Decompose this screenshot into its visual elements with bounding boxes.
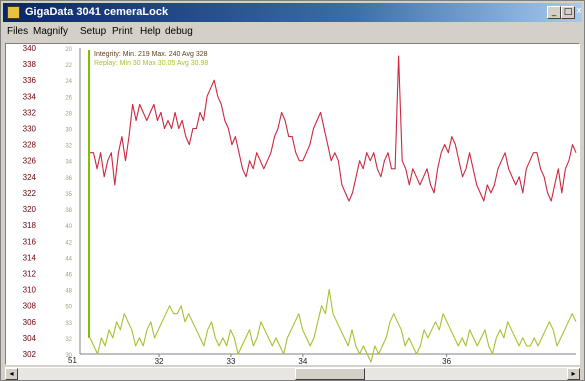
y-tick-label: 338: [23, 60, 37, 69]
window-title: GigaData 3041 cemeraLock: [25, 6, 169, 18]
y-inner-tick-label: 30: [65, 353, 72, 359]
menu-help[interactable]: Help: [140, 26, 161, 37]
legend-entry-replay: Replay: Min 30 Max 30.05 Avg 30.98: [94, 60, 208, 67]
y-tick-label: 318: [23, 221, 37, 230]
y-tick-label: 312: [23, 269, 37, 278]
app-icon[interactable]: [7, 6, 20, 19]
y-inner-tick-label: 28: [65, 111, 72, 117]
arrow-right-icon: ▸: [571, 369, 576, 378]
x-axis: 51 32 33 34 36: [68, 354, 452, 364]
y-inner-tick-label: 34: [65, 160, 72, 166]
x-tick-label: 32: [155, 357, 164, 364]
series-layer: [89, 55, 577, 363]
horizontal-scrollbar[interactable]: ◂ ▸: [5, 367, 580, 380]
y-tick-label: 322: [23, 189, 37, 198]
scroll-thumb[interactable]: [295, 368, 365, 380]
x-start-label: 51: [68, 356, 77, 364]
maximize-button[interactable]: □: [561, 6, 575, 19]
menu-debug[interactable]: debug: [165, 26, 193, 37]
y-tick-label: 334: [23, 92, 37, 101]
y-inner-tick-label: 30: [65, 128, 72, 134]
y-tick-label: 308: [23, 302, 37, 311]
y-tick-label: 332: [23, 108, 37, 117]
y-inner-tick-label: 32: [65, 144, 72, 150]
menu-magnify[interactable]: Magnify: [33, 26, 69, 37]
y-inner-tick-label: 32: [65, 337, 72, 343]
y-inner-tick-label: 33: [65, 321, 72, 327]
y-inner-tick-label: 22: [65, 63, 72, 69]
y-tick-label: 324: [23, 173, 37, 182]
menu-files[interactable]: Files: [7, 26, 29, 37]
y-axis-left: 302 304 306 308 310 312 314 316 318 320 322 324 326 3…: [23, 44, 37, 359]
y-inner-tick-label: 50: [65, 305, 72, 311]
y-tick-label: 310: [23, 286, 37, 295]
y-tick-label: 316: [23, 237, 37, 246]
y-inner-tick-label: 20: [65, 47, 72, 53]
series-line-integrity: [90, 55, 577, 202]
x-tick-label: 34: [298, 357, 307, 364]
y-inner-tick-label: 36: [65, 176, 72, 182]
y-inner-tick-label: 44: [65, 256, 72, 262]
close-button[interactable]: x: [576, 6, 582, 16]
title-bar[interactable]: GigaData 3041 cemeraLock _ □ x: [3, 3, 582, 22]
y-inner-tick-label: 38: [65, 208, 72, 214]
y-tick-label: 330: [23, 125, 37, 134]
y-inner-tick-label: 46: [65, 272, 72, 278]
y-inner-tick-label: 35: [65, 192, 72, 198]
y-tick-label: 302: [23, 350, 37, 359]
x-tick-label: 33: [227, 357, 236, 364]
y-inner-tick-label: 26: [65, 95, 72, 101]
y-tick-label: 306: [23, 318, 37, 327]
series-line-replay: [89, 289, 577, 363]
legend-entry-integrity: Integrity: Min. 219 Max. 240 Avg 328: [94, 51, 208, 58]
scroll-right-button[interactable]: ▸: [567, 368, 580, 380]
y-inner-tick-label: 42: [65, 240, 72, 246]
y-tick-label: 336: [23, 76, 37, 85]
y-inner-tick-label: 24: [65, 79, 72, 85]
y-tick-label: 326: [23, 157, 37, 166]
y-tick-label: 320: [23, 205, 37, 214]
y-tick-label: 328: [23, 141, 37, 150]
y-axis-inner: 30 32 33 50 48 46 44 42 40 38 35 36 34 32 30 28 26 24 22 20: [65, 47, 72, 359]
y-inner-tick-label: 40: [65, 224, 72, 230]
y-tick-label: 314: [23, 253, 37, 262]
chart-legend: Integrity: Min. 219 Max. 240 Avg 328 Rep…: [94, 51, 208, 67]
menu-bar: Files Magnify Setup Print Help debug: [3, 24, 582, 40]
menu-setup[interactable]: Setup: [80, 26, 107, 37]
menu-print[interactable]: Print: [112, 26, 133, 37]
minimize-button[interactable]: _: [547, 6, 561, 19]
y-tick-label: 340: [23, 44, 37, 53]
y-inner-tick-label: 48: [65, 289, 72, 295]
line-chart: 302 304 306 308 310 312 314 316 318 320 322 324 326 3…: [23, 44, 577, 364]
x-tick-label: 36: [442, 357, 451, 364]
scroll-left-button[interactable]: ◂: [5, 368, 18, 380]
y-tick-label: 304: [23, 334, 37, 343]
arrow-left-icon: ◂: [9, 369, 14, 378]
chart-area: 302 304 306 308 310 312 314 316 318 320 322 324 326 3…: [5, 43, 580, 365]
